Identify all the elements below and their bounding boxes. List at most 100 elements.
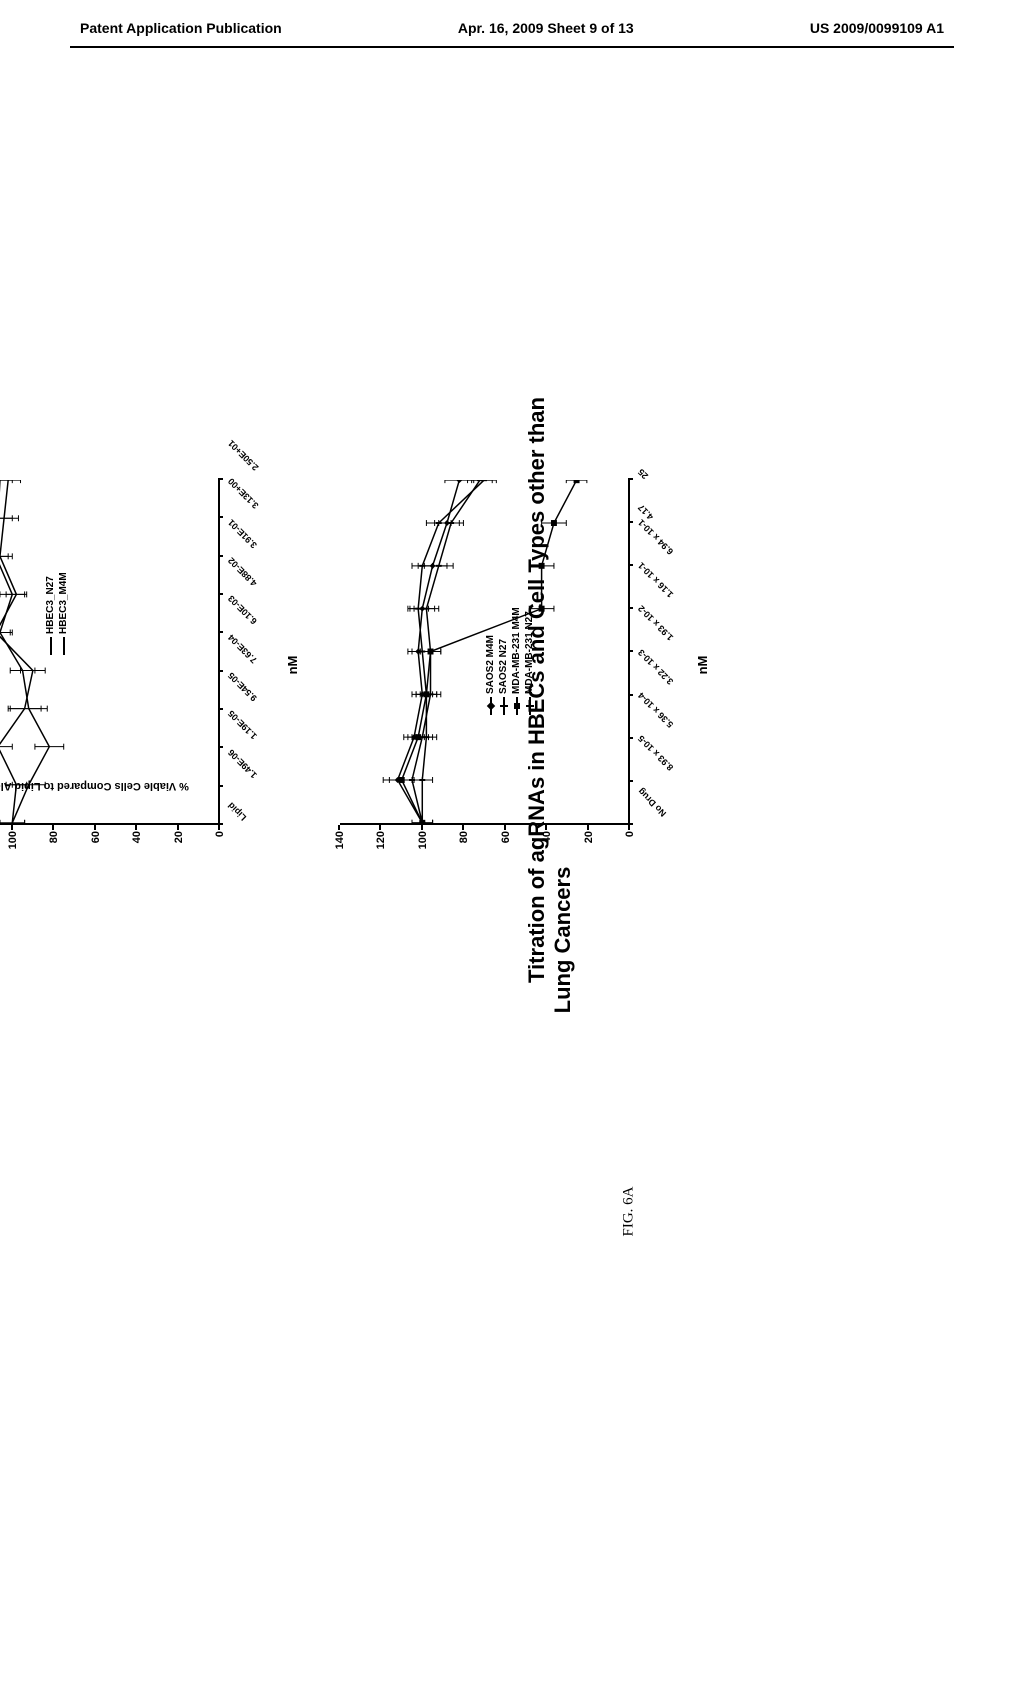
x-axis-label: nM [695, 656, 710, 675]
x-tick-label: 5.36 x 10-4 [636, 690, 675, 729]
x-tick-mark [628, 607, 633, 609]
header-rule [70, 46, 954, 48]
x-tick-mark [628, 651, 633, 653]
y-tick-mark [135, 825, 137, 830]
x-tick-label: Lipid [226, 800, 248, 822]
y-tick-mark [504, 825, 506, 830]
x-tick-mark [218, 746, 223, 748]
chart-legend: HBEC3_N27HBEC3_M4M [45, 572, 71, 655]
y-tick-label: 0 [214, 831, 226, 837]
y-tick-mark [545, 825, 547, 830]
legend-line-icon [503, 697, 505, 715]
x-tick-mark [628, 478, 633, 480]
patent-header: Patent Application Publication Apr. 16, … [0, 0, 1024, 46]
x-tick-mark [628, 694, 633, 696]
x-tick-label: 6.10E-03 [226, 594, 259, 627]
y-tick-label: 0 [624, 831, 636, 837]
legend-item: MDA-MB-231 N27 [524, 607, 535, 715]
plot-svg [0, 480, 218, 823]
x-axis-ticks: Lipid1.49E-061.19E-059.54E-057.63E-046.1… [220, 480, 245, 825]
y-tick-label: 80 [48, 831, 60, 843]
x-tick-label: 1.93 x 10-2 [636, 604, 675, 643]
y-tick-mark [177, 825, 179, 830]
y-tick-label: 140 [334, 831, 346, 849]
y-tick-label: 20 [583, 831, 595, 843]
x-tick-mark [218, 593, 223, 595]
y-tick-mark [462, 825, 464, 830]
chart-right: 0 20 40 60 80 100 120 140 No Drug8.93 x 10-55.36… [335, 475, 1024, 855]
x-tick-label: 1.19E-05 [226, 709, 259, 742]
y-tick-mark [587, 825, 589, 830]
x-tick-label: 1.16 x 10-1 [636, 561, 675, 600]
y-tick-mark [11, 825, 13, 830]
charts-container: % Viable Cells Compared to Lipid Alone02… [230, 170, 944, 1160]
x-tick-label: 3.13E+00 [226, 476, 261, 511]
x-tick-mark [218, 516, 223, 518]
y-tick-label: 60 [90, 831, 102, 843]
figure-content: Titration of agRNAs in HBECs and Cell Ty… [60, 120, 964, 1260]
y-tick-label: 40 [131, 831, 143, 843]
x-tick-mark [218, 631, 223, 633]
y-tick-mark [421, 825, 423, 830]
legend-item: HBEC3_N27 [45, 572, 56, 655]
legend-item: SAOS2 M4M [485, 607, 496, 715]
x-tick-label: 4.17 [636, 503, 655, 522]
x-tick-mark [628, 737, 633, 739]
header-center: Apr. 16, 2009 Sheet 9 of 13 [458, 20, 634, 36]
y-tick-mark [52, 825, 54, 830]
x-tick-label: 25 [636, 467, 650, 481]
y-tick-mark [218, 825, 220, 830]
y-tick-label: 20 [173, 831, 185, 843]
legend-label: SAOS2 M4M [485, 635, 496, 694]
x-tick-label: 3.22 x 10-3 [636, 647, 675, 686]
y-tick-label: 80 [458, 831, 470, 843]
y-tick-mark [379, 825, 381, 830]
chart-legend: SAOS2 M4MSAOS2 N27MDA-MB-231 M4MMDA-MB-2… [485, 607, 537, 715]
legend-item: SAOS2 N27 [498, 607, 509, 715]
y-tick-label: 40 [541, 831, 553, 843]
y-tick-label: 100 [417, 831, 429, 849]
x-tick-label: 8.93 x 10-5 [636, 733, 675, 772]
x-tick-mark [628, 780, 633, 782]
y-tick-mark [338, 825, 340, 830]
header-left: Patent Application Publication [80, 20, 282, 36]
x-tick-label: 1.49E-06 [226, 747, 259, 780]
figure-label: FIG. 6A [620, 1186, 637, 1236]
x-tick-label: 7.63E-04 [226, 632, 259, 665]
legend-item: HBEC3_M4M [58, 572, 69, 655]
legend-label: HBEC3_M4M [58, 572, 69, 634]
legend-item: MDA-MB-231 M4M [511, 607, 522, 715]
y-tick-label: 120 [375, 831, 387, 849]
x-tick-mark [218, 823, 223, 825]
x-tick-mark [218, 785, 223, 787]
x-tick-mark [218, 708, 223, 710]
y-axis-ticks: 020406080100120140 [340, 827, 630, 855]
y-tick-label: 100 [7, 831, 19, 849]
x-tick-label: 6.94 x 10-1 [636, 518, 675, 557]
x-tick-mark [218, 670, 223, 672]
legend-label: MDA-MB-231 N27 [524, 611, 535, 694]
plot-svg [340, 480, 628, 823]
x-axis-ticks: No Drug8.93 x 10-55.36 x 10-43.22 x 10-3… [630, 480, 655, 825]
x-tick-mark [628, 521, 633, 523]
legend-label: SAOS2 N27 [498, 639, 509, 694]
legend-line-icon [63, 637, 65, 655]
x-tick-mark [628, 823, 633, 825]
x-tick-mark [218, 478, 223, 480]
legend-label: MDA-MB-231 M4M [511, 607, 522, 694]
legend-line-icon [490, 697, 492, 715]
plot-area [0, 480, 220, 825]
header-right: US 2009/0099109 A1 [810, 20, 944, 36]
x-tick-mark [628, 564, 633, 566]
legend-line-icon [529, 697, 531, 715]
y-axis-ticks: 020406080100120140 [0, 827, 220, 855]
y-tick-mark [628, 825, 630, 830]
x-tick-label: 3.91E-01 [226, 517, 259, 550]
legend-line-icon [516, 697, 518, 715]
y-tick-label: 60 [500, 831, 512, 843]
x-tick-label: 2.50E+01 [226, 438, 261, 473]
x-tick-label: 9.54E-05 [226, 670, 259, 703]
x-tick-mark [218, 555, 223, 557]
x-axis-label: nM [285, 656, 300, 675]
x-tick-label: 4.88E-02 [226, 555, 259, 588]
